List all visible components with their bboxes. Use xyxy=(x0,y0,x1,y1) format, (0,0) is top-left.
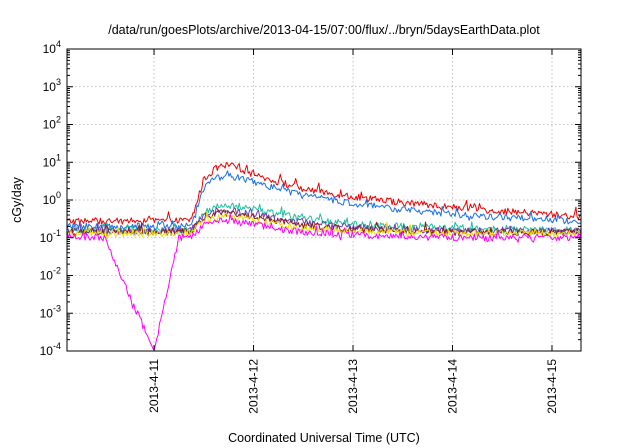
y-axis-label: cGy/day xyxy=(10,176,24,223)
y-tick-label: 100 xyxy=(43,190,61,207)
x-tick-label: 2013-4-15 xyxy=(545,359,559,414)
x-tick-label: 2013-4-13 xyxy=(346,359,360,414)
chart-title: /data/run/goesPlots/archive/2013-04-15/0… xyxy=(108,23,540,37)
y-tick-label: 10-1 xyxy=(40,228,61,245)
y-tick-label: 103 xyxy=(43,77,61,94)
grid xyxy=(67,49,581,351)
x-tick-label: 2013-4-12 xyxy=(247,359,261,414)
y-tick-label: 104 xyxy=(43,39,61,56)
series-line-6 xyxy=(66,210,582,240)
x-tick-label: 2013-4-14 xyxy=(446,359,460,414)
y-tick-label: 10-4 xyxy=(40,341,61,358)
series-line-2 xyxy=(66,170,582,231)
x-axis: 2013-4-11 2013-4-12 2013-4-13 2013-4-14 2013… xyxy=(147,49,559,414)
y-tick-label: 101 xyxy=(43,152,61,169)
x-tick-label: 2013-4-11 xyxy=(147,359,161,413)
y-tick-label: 10-3 xyxy=(40,303,61,320)
y-tick-label: 102 xyxy=(43,115,61,132)
series-layer xyxy=(66,161,582,350)
series-line-3 xyxy=(66,202,582,234)
y-tick-label: 10-2 xyxy=(40,266,61,283)
x-axis-label: Coordinated Universal Time (UTC) xyxy=(228,431,420,445)
y-axis: 10-4 10-3 10-2 10-1 100 101 102 103 104 xyxy=(40,39,581,358)
series-line-1 xyxy=(66,161,582,226)
series-line-7 xyxy=(66,213,582,350)
